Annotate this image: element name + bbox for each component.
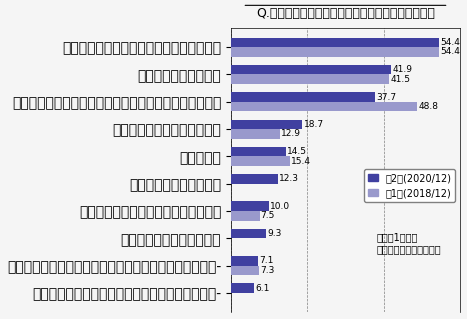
Text: 7.5: 7.5 xyxy=(261,211,275,220)
Bar xyxy=(231,211,260,220)
Text: 41.9: 41.9 xyxy=(392,65,412,74)
Text: 14.5: 14.5 xyxy=(287,147,307,156)
Bar xyxy=(231,283,254,293)
Text: 54.4: 54.4 xyxy=(440,48,460,56)
Text: 6.1: 6.1 xyxy=(255,284,270,293)
Bar xyxy=(231,147,286,156)
Text: 54.4: 54.4 xyxy=(440,38,460,47)
Text: 9.3: 9.3 xyxy=(268,229,282,238)
Bar xyxy=(231,47,439,57)
Text: 41.5: 41.5 xyxy=(390,75,410,84)
Text: 48.8: 48.8 xyxy=(418,102,439,111)
Bar xyxy=(231,202,269,211)
Bar xyxy=(231,129,280,139)
Text: 10.0: 10.0 xyxy=(270,202,290,211)
Text: 15.4: 15.4 xyxy=(291,157,311,166)
Bar xyxy=(231,174,278,184)
Text: 12.3: 12.3 xyxy=(279,174,299,183)
Bar xyxy=(231,92,375,102)
Bar xyxy=(231,120,302,129)
Text: 7.1: 7.1 xyxy=(259,256,274,265)
Bar xyxy=(231,38,439,47)
Bar xyxy=(231,74,389,84)
Text: ：直近1年間の
　フルセルフレジ利用者: ：直近1年間の フルセルフレジ利用者 xyxy=(376,233,441,254)
Bar xyxy=(231,65,391,74)
Bar xyxy=(231,229,267,238)
Legend: 第2回(2020/12), 第1回(2018/12): 第2回(2020/12), 第1回(2018/12) xyxy=(364,169,455,202)
Title: Q.フルセルフレジをどのような時に利用しますか？: Q.フルセルフレジをどのような時に利用しますか？ xyxy=(256,7,435,20)
Bar xyxy=(231,266,259,275)
Bar xyxy=(231,156,290,166)
Text: 12.9: 12.9 xyxy=(281,130,301,138)
Text: 18.7: 18.7 xyxy=(304,120,324,129)
Text: 37.7: 37.7 xyxy=(376,93,396,101)
Bar xyxy=(231,102,417,111)
Bar xyxy=(231,256,258,266)
Text: 7.3: 7.3 xyxy=(260,266,274,275)
